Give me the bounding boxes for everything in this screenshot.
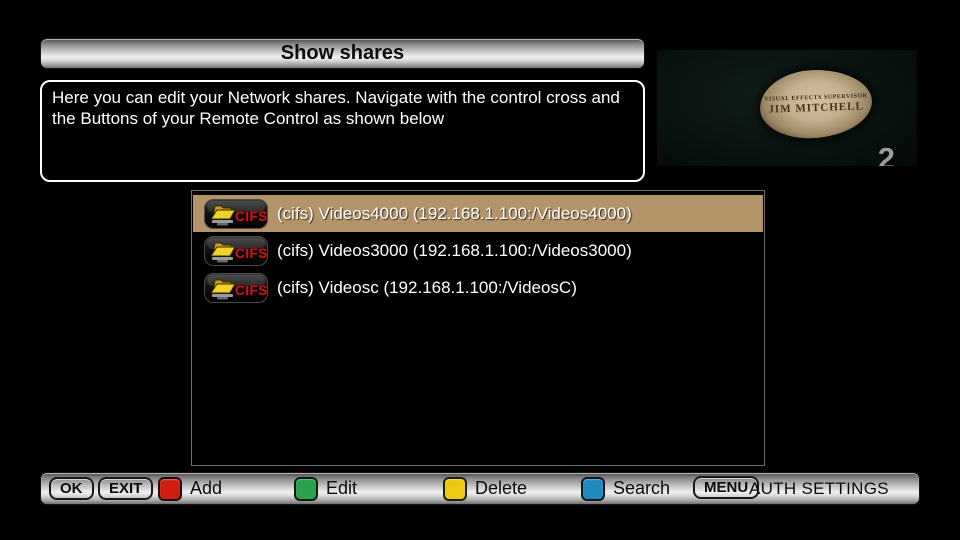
menu-action-label: AUTH SETTINGS [749, 478, 889, 498]
green-button-legend[interactable]: Edit [294, 473, 357, 504]
red-button-icon [158, 476, 182, 501]
ok-button[interactable]: OK [49, 477, 94, 500]
footer-bar: OK EXIT MENU AUTH SETTINGS Add Edit Dele… [40, 472, 920, 505]
yellow-button-icon [443, 476, 467, 501]
red-button-label: Add [190, 478, 223, 498]
red-button-legend[interactable]: Add [158, 473, 222, 504]
description-text: Here you can edit your Network shares. N… [52, 88, 620, 128]
svg-text:CIFS: CIFS [235, 246, 268, 261]
svg-text:CIFS: CIFS [235, 209, 268, 224]
cifs-share-icon: CIFS [204, 198, 268, 229]
yellow-button-label: Delete [475, 478, 528, 498]
cifs-share-icon: CIFS [204, 235, 268, 266]
share-label: (cifs) Videos4000 (192.168.1.100:/Videos… [277, 203, 632, 223]
video-preview: VISUAL EFFECTS SUPERVISOR JIM MITCHELL 2 [657, 50, 917, 166]
list-item[interactable]: CIFS (cifs) Videos4000 (192.168.1.100:/V… [193, 195, 763, 232]
share-label: (cifs) Videosc (192.168.1.100:/VideosC) [277, 277, 577, 297]
list-item[interactable]: CIFS (cifs) Videos3000 (192.168.1.100:/V… [193, 232, 763, 269]
share-list: CIFS (cifs) Videos4000 (192.168.1.100:/V… [191, 190, 765, 466]
share-label: (cifs) Videos3000 (192.168.1.100:/Videos… [277, 240, 632, 260]
blue-button-legend[interactable]: Search [581, 473, 670, 504]
parchment-graphic: VISUAL EFFECTS SUPERVISOR JIM MITCHELL [758, 68, 874, 140]
menu-button[interactable]: MENU [693, 476, 760, 499]
credit-line-2: JIM MITCHELL [768, 100, 865, 116]
svg-text:CIFS: CIFS [235, 283, 268, 298]
cifs-share-icon: CIFS [204, 272, 268, 303]
page-title-bar: Show shares [40, 38, 645, 69]
exit-button[interactable]: EXIT [98, 477, 154, 500]
blue-button-icon [581, 476, 605, 501]
page-title: Show shares [280, 42, 405, 64]
channel-number-watermark: 2 [877, 141, 895, 166]
green-button-label: Edit [326, 478, 358, 498]
list-item[interactable]: CIFS (cifs) Videosc (192.168.1.100:/Vide… [193, 269, 763, 306]
green-button-icon [294, 476, 318, 501]
description-box: Here you can edit your Network shares. N… [40, 80, 645, 182]
blue-button-label: Search [613, 478, 671, 498]
yellow-button-legend[interactable]: Delete [443, 473, 527, 504]
